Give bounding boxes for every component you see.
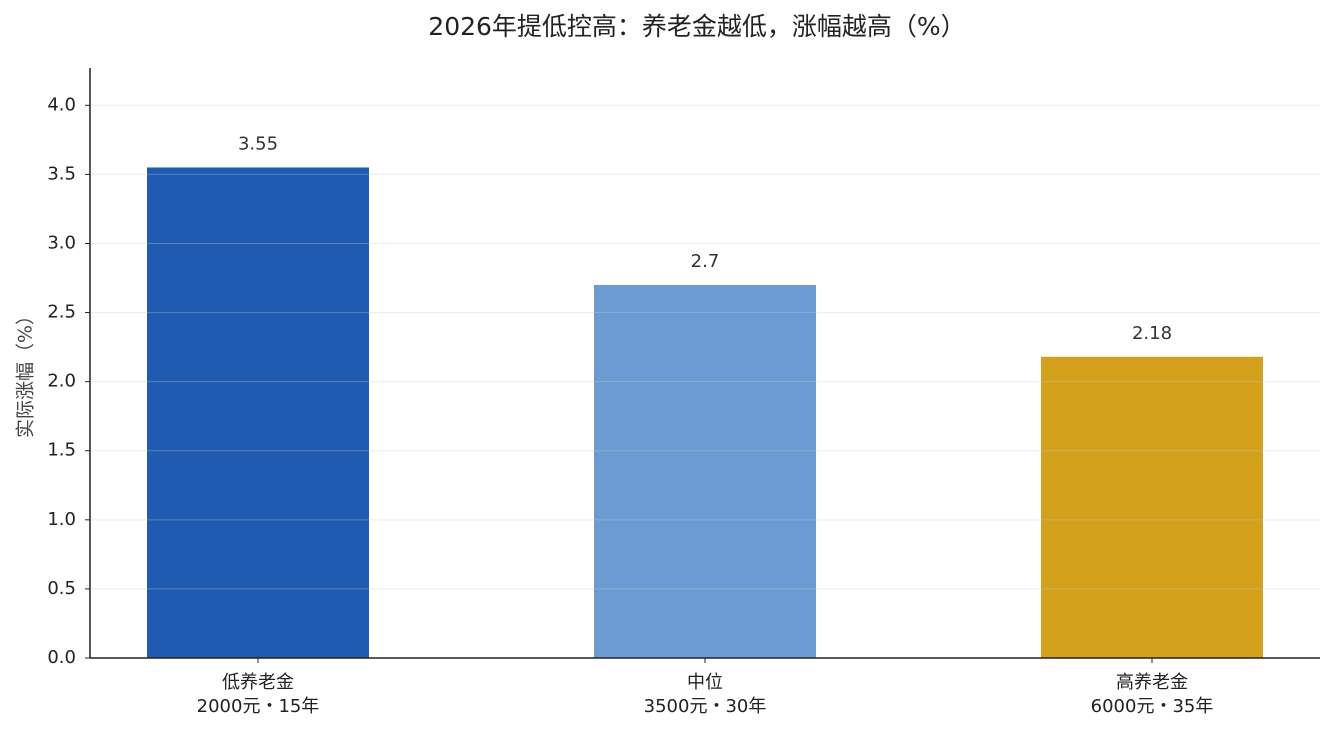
y-tick-label: 2.5 (47, 302, 76, 323)
x-tick-label: 中位 (687, 672, 723, 693)
x-tick-label: 2000元・15年 (197, 696, 320, 717)
y-tick-label: 0.0 (47, 647, 76, 668)
y-tick-label: 1.5 (47, 440, 76, 461)
y-tick-label: 1.0 (47, 509, 76, 530)
value-label: 2.18 (1132, 323, 1172, 344)
x-tick-label: 6000元・35年 (1091, 696, 1214, 717)
y-axis-label: 实际涨幅（%） (15, 306, 37, 438)
chart-title: 2026年提低控高：养老金越低，涨幅越高（%） (428, 12, 965, 41)
y-tick-label: 2.0 (47, 371, 76, 392)
bar (594, 284, 816, 658)
x-tick-label: 低养老金 (222, 672, 294, 693)
x-tick-label: 高养老金 (1116, 672, 1188, 693)
y-tick-label: 4.0 (47, 94, 76, 115)
value-label: 2.7 (691, 251, 720, 272)
x-tick-label: 3500元・30年 (644, 696, 767, 717)
bar (147, 167, 369, 658)
y-tick-label: 0.5 (47, 578, 76, 599)
y-tick-label: 3.5 (47, 163, 76, 184)
y-tick-label: 3.0 (47, 232, 76, 253)
bar (1041, 356, 1263, 658)
value-label: 3.55 (238, 133, 278, 154)
